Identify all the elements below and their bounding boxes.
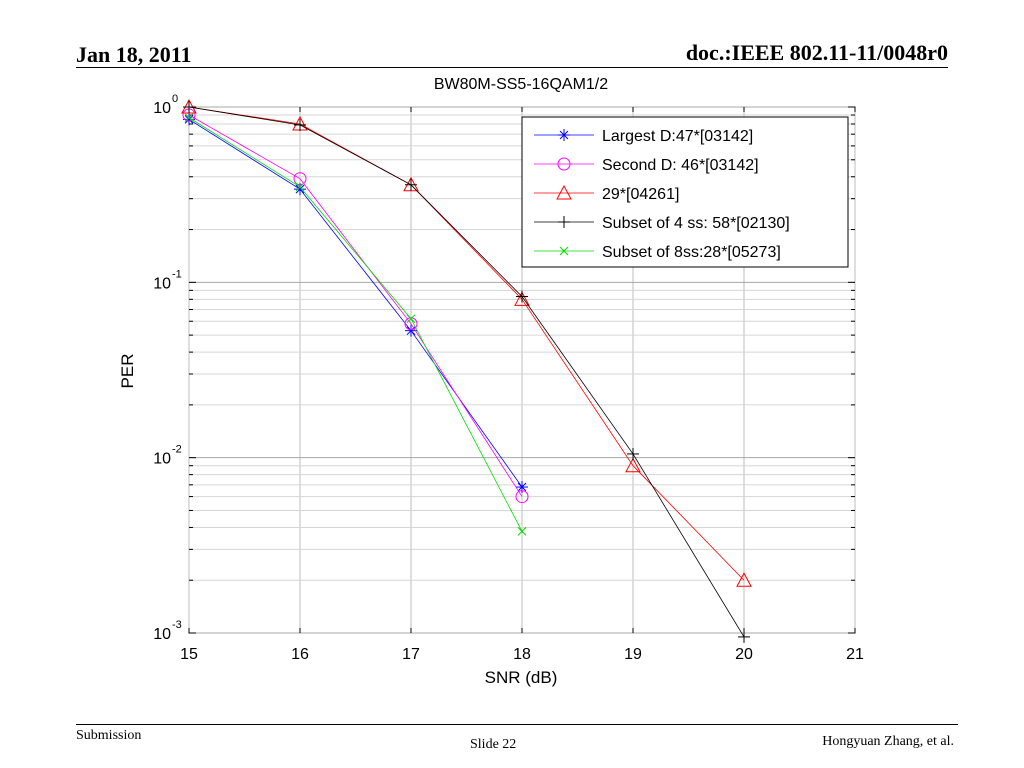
legend-label: 29*[04261] bbox=[602, 186, 679, 203]
x-tick-label: 16 bbox=[291, 646, 309, 663]
legend-marker bbox=[558, 216, 570, 228]
data-point bbox=[295, 182, 305, 192]
y-tick-exponent: -3 bbox=[172, 619, 182, 631]
legend: Largest D:47*[03142] Second D: 46*[03142]… bbox=[521, 116, 849, 268]
legend-entry: 29*[04261] bbox=[534, 184, 679, 203]
data-point bbox=[736, 572, 752, 587]
slide-number: Slide 22 bbox=[470, 737, 517, 752]
data-point bbox=[515, 490, 529, 504]
series-line bbox=[188, 106, 745, 638]
data-point bbox=[516, 290, 528, 303]
chart-title: BW80M-SS5-16QAM1/2 bbox=[434, 76, 608, 93]
data-point bbox=[183, 101, 195, 113]
data-point bbox=[406, 314, 416, 324]
header-divider bbox=[76, 67, 948, 68]
data-point bbox=[738, 630, 750, 643]
document-id: doc.:IEEE 802.11-11/0048r0 bbox=[685, 40, 948, 65]
series-line bbox=[188, 114, 523, 497]
legend-label: Subset of 8ss:28*[05273] bbox=[602, 244, 781, 261]
y-axis-label: PER bbox=[118, 354, 137, 389]
x-tick-label: 17 bbox=[402, 646, 420, 663]
data-point bbox=[514, 291, 530, 306]
x-tick-label: 19 bbox=[624, 646, 642, 663]
y-tick-exponent: 0 bbox=[172, 93, 178, 105]
footer-divider bbox=[76, 724, 958, 725]
footer-submission: Submission bbox=[76, 728, 142, 743]
legend-label: Largest D:47*[03142] bbox=[602, 128, 753, 145]
series-4 bbox=[183, 101, 750, 643]
y-tick-label: 10-2 bbox=[153, 444, 182, 468]
data-point bbox=[293, 172, 307, 186]
y-tick-base: 10 bbox=[153, 626, 171, 643]
y-tick-exponent: -2 bbox=[172, 444, 182, 456]
data-point bbox=[517, 526, 527, 536]
x-tick-label: 20 bbox=[735, 646, 753, 663]
y-tick-label: 10-1 bbox=[153, 268, 182, 292]
legend-marker bbox=[557, 157, 571, 171]
x-tick-label: 18 bbox=[513, 646, 531, 663]
x-tick-label: 21 bbox=[846, 646, 864, 663]
x-tick-label: 15 bbox=[180, 646, 198, 663]
legend-entry: Second D: 46*[03142] bbox=[534, 157, 759, 174]
footer-authors: Hongyuan Zhang, et al. bbox=[822, 734, 954, 749]
legend-box bbox=[521, 116, 849, 268]
data-point bbox=[294, 118, 306, 131]
legend-entry: Subset of 4 ss: 58*[02130] bbox=[534, 215, 790, 232]
y-tick-label: 100 bbox=[153, 93, 178, 117]
legend-label: Second D: 46*[03142] bbox=[602, 157, 759, 174]
legend-entry: Largest D:47*[03142] bbox=[534, 128, 753, 145]
series-5 bbox=[184, 113, 527, 536]
y-tick-label: 10-3 bbox=[153, 619, 182, 643]
data-point bbox=[627, 447, 639, 460]
data-point bbox=[404, 317, 418, 331]
y-tick-exponent: -1 bbox=[172, 268, 182, 280]
y-tick-base: 10 bbox=[153, 451, 171, 468]
legend-marker bbox=[556, 184, 572, 200]
data-point bbox=[516, 481, 528, 494]
data-point bbox=[294, 183, 306, 196]
series-line bbox=[188, 119, 523, 488]
data-point bbox=[184, 113, 194, 122]
legend-marker bbox=[558, 129, 570, 141]
slide-date: Jan 18, 2011 bbox=[76, 42, 192, 67]
y-tick-base: 10 bbox=[153, 275, 171, 292]
legend-entry: Subset of 8ss:28*[05273] bbox=[534, 244, 781, 261]
series-1 bbox=[183, 113, 528, 494]
series-2 bbox=[182, 108, 529, 504]
y-tick-base: 10 bbox=[153, 100, 171, 117]
series-layer bbox=[181, 98, 752, 643]
series-line bbox=[188, 117, 523, 532]
x-axis-label: SNR (dB) bbox=[485, 668, 558, 687]
legend-marker bbox=[559, 246, 569, 256]
data-point bbox=[405, 178, 417, 191]
data-point bbox=[625, 457, 641, 473]
legend-label: Subset of 4 ss: 58*[02130] bbox=[602, 215, 790, 232]
